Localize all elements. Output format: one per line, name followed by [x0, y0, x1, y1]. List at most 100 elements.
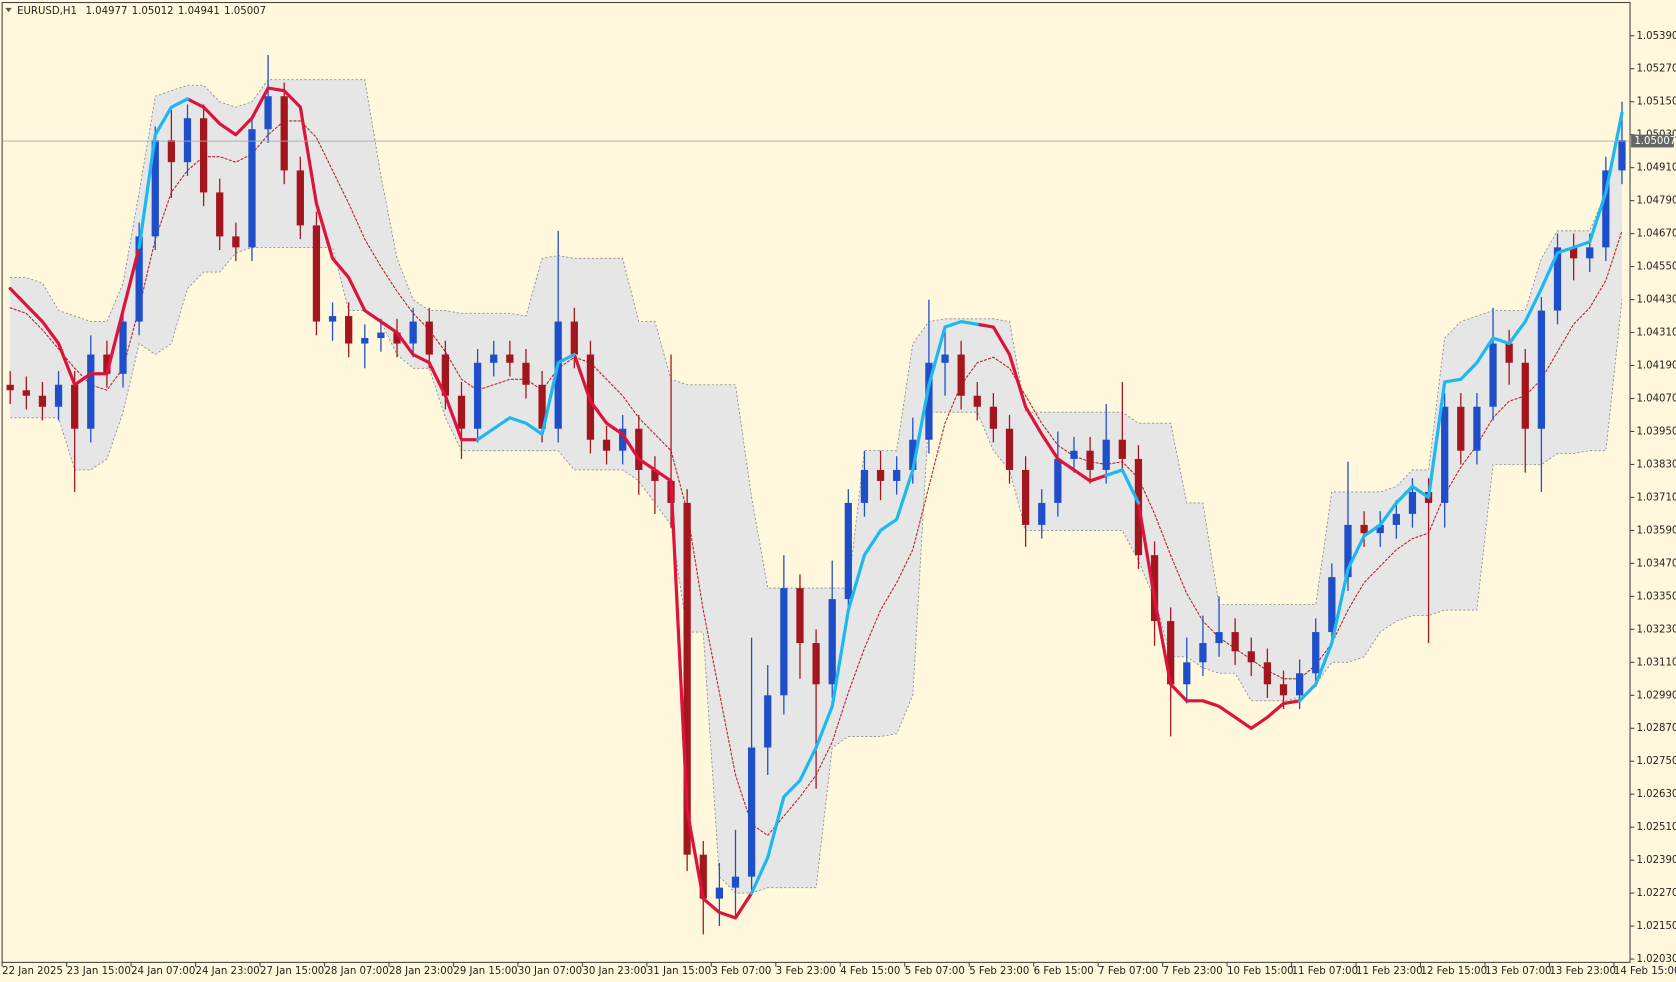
y-tick-label: 1.03950: [1636, 426, 1676, 437]
band-upper: [10, 79, 1623, 606]
low-price: 1.04941: [178, 6, 220, 17]
candle-body: [22, 390, 30, 396]
y-tick-label: 1.02990: [1636, 690, 1676, 701]
x-tick-label: 6 Feb 15:00: [1034, 966, 1094, 977]
y-tick-label: 1.03830: [1636, 459, 1676, 470]
candle-body: [1167, 621, 1175, 685]
candle-body: [1457, 406, 1465, 451]
candle-body: [828, 599, 836, 685]
candle-body: [1441, 406, 1449, 503]
candle-body: [216, 192, 224, 237]
candle-body: [167, 140, 176, 163]
x-tick-label: 4 Feb 15:00: [840, 966, 900, 977]
candle-body: [522, 362, 530, 385]
x-tick-label: 31 Jan 15:00: [647, 966, 711, 977]
candle-body: [183, 118, 192, 163]
y-tick-label: 1.05150: [1636, 97, 1676, 108]
candle-body: [1376, 524, 1384, 534]
candle-body: [1489, 343, 1497, 407]
candle-body: [1505, 343, 1513, 363]
candle-body: [764, 695, 772, 748]
y-tick-label: 1.03230: [1636, 624, 1676, 635]
candle-body: [1328, 577, 1336, 633]
candle-body: [1102, 439, 1110, 470]
candle-body: [1021, 469, 1030, 525]
y-tick-label: 1.03590: [1636, 525, 1676, 536]
candle-body: [1602, 170, 1610, 248]
candle-body: [538, 384, 546, 429]
candle-body: [1005, 428, 1014, 470]
candle-body: [1392, 513, 1400, 525]
y-tick-label: 1.02270: [1636, 888, 1676, 899]
x-tick-label: 7 Feb 23:00: [1163, 966, 1223, 977]
y-tick-label: 1.05270: [1636, 64, 1676, 75]
x-tick-label: 28 Jan 23:00: [389, 966, 453, 977]
candle-body: [1344, 524, 1352, 578]
x-tick-label: 11 Feb 07:00: [1292, 966, 1359, 977]
y-tick-label: 1.02150: [1636, 921, 1676, 932]
x-tick-label: 27 Jan 15:00: [260, 966, 324, 977]
y-tick-label: 1.05390: [1636, 31, 1676, 42]
trend-line: [572, 352, 754, 920]
y-tick-label: 1.02870: [1636, 723, 1676, 734]
candle-body: [1118, 439, 1126, 459]
trend-line: [1104, 468, 1141, 505]
candle-body: [683, 502, 691, 855]
candle-body: [1569, 247, 1578, 259]
candle-body: [1521, 362, 1529, 429]
x-tick-label: 3 Feb 23:00: [776, 966, 836, 977]
candle-body: [393, 332, 401, 344]
x-tick-label: 24 Jan 23:00: [196, 966, 260, 977]
candle-body: [731, 876, 740, 888]
y-tick-label: 1.04670: [1636, 229, 1676, 240]
y-tick-label: 1.02750: [1636, 756, 1676, 767]
candle-body: [1038, 502, 1046, 525]
candle-body: [780, 588, 788, 696]
candle-body: [473, 362, 482, 429]
candle-body: [264, 96, 272, 130]
y-tick-label: 1.04310: [1636, 328, 1676, 339]
candle-body: [876, 469, 885, 481]
y-tick-label: 1.02630: [1636, 789, 1676, 800]
symbol: EURUSD,H1: [17, 6, 77, 17]
x-tick-label: 5 Feb 07:00: [905, 966, 965, 977]
y-tick-label: 1.02390: [1636, 855, 1676, 866]
x-tick-label: 10 Feb 15:00: [1227, 966, 1294, 977]
candle-body: [844, 502, 852, 600]
x-tick-label: 5 Feb 23:00: [969, 966, 1029, 977]
plot-area: [6, 55, 1626, 935]
y-tick-label: 1.02030: [1636, 954, 1676, 965]
candle-body: [1215, 632, 1223, 644]
candle-body: [409, 321, 417, 344]
candle-body: [699, 854, 707, 899]
y-tick-label: 1.03110: [1636, 657, 1676, 668]
candle-body: [909, 439, 917, 470]
candle-body: [1054, 458, 1062, 503]
menu-icon[interactable]: [5, 7, 12, 13]
y-tick-label: 1.03710: [1636, 492, 1676, 503]
y-tick-label: 1.04430: [1636, 295, 1676, 306]
candle-body: [312, 225, 321, 322]
candle-body: [345, 316, 353, 344]
candle-body: [151, 140, 159, 237]
trend-line: [975, 322, 1108, 483]
candle-body: [651, 469, 659, 481]
x-tick-label: 12 Feb 15:00: [1421, 966, 1488, 977]
candle-body: [1279, 684, 1288, 696]
candle-body: [715, 887, 724, 899]
candle-body: [1199, 643, 1207, 663]
y-tick-label: 1.02510: [1636, 822, 1676, 833]
candle-body: [1247, 651, 1255, 663]
candle-body: [296, 170, 304, 226]
candle-body: [812, 643, 820, 685]
chart-title: EURUSD,H1 1.04977 1.05012 1.04941 1.05007: [17, 6, 266, 17]
x-tick-label: 29 Jan 15:00: [453, 966, 517, 977]
x-tick-label: 11 Feb 23:00: [1356, 966, 1423, 977]
candle-body: [1586, 247, 1594, 259]
candle-body: [232, 236, 240, 248]
candle-body: [441, 354, 450, 396]
x-tick-label: 7 Feb 07:00: [1098, 966, 1158, 977]
trend-line: [137, 97, 190, 250]
candle-body: [199, 118, 208, 193]
